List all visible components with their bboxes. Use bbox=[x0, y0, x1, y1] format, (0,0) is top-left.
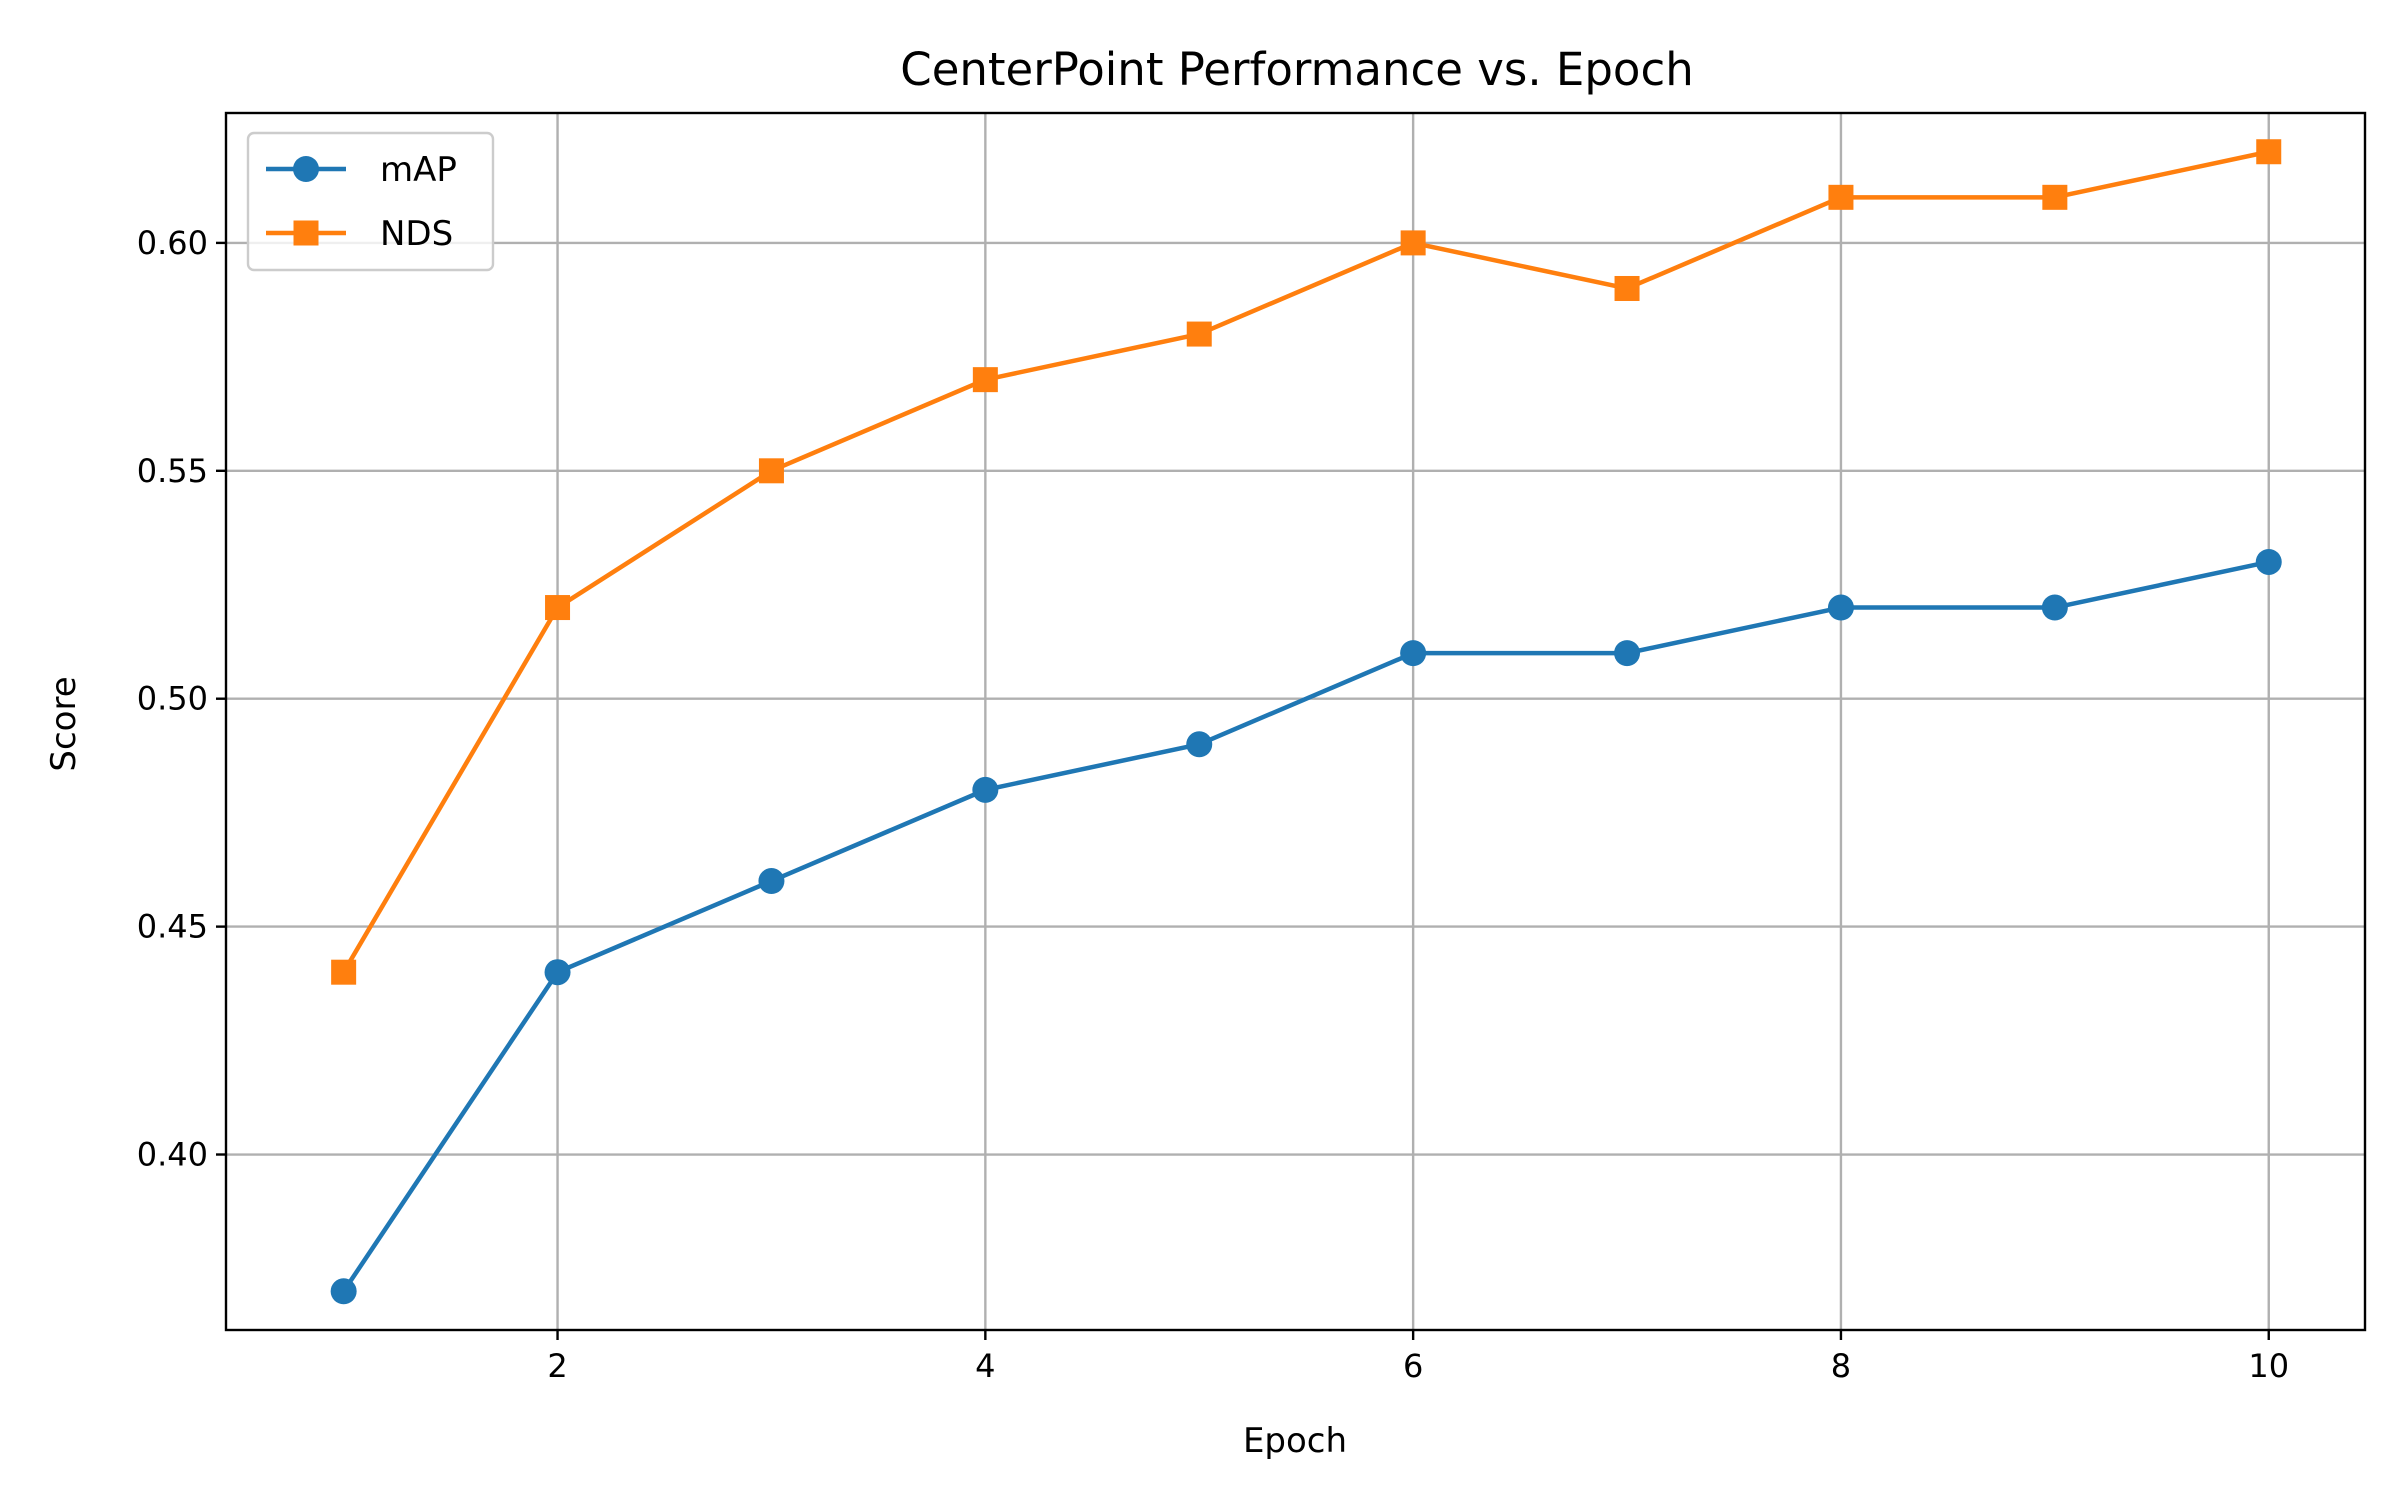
data-point-map bbox=[330, 1278, 357, 1305]
y-tick-label: 0.40 bbox=[137, 1136, 208, 1174]
data-point-map bbox=[758, 868, 785, 895]
y-tick-label: 0.45 bbox=[137, 908, 208, 946]
data-point-nds bbox=[1614, 275, 1640, 301]
data-point-map bbox=[1614, 640, 1641, 667]
y-axis-title: Score bbox=[44, 676, 84, 771]
y-tick-label: 0.50 bbox=[137, 680, 208, 718]
x-tick-label: 4 bbox=[975, 1347, 995, 1385]
data-point-map bbox=[1400, 640, 1427, 667]
legend-marker-square bbox=[293, 220, 319, 246]
data-point-nds bbox=[1186, 321, 1212, 347]
data-point-nds bbox=[2042, 184, 2068, 210]
data-point-nds bbox=[758, 458, 784, 484]
series-line-map bbox=[341, 559, 2270, 1293]
data-point-nds bbox=[1400, 230, 1426, 256]
y-tick-label: 0.55 bbox=[137, 452, 208, 490]
data-point-map bbox=[1186, 731, 1213, 758]
chart-title: CenterPoint Performance vs. Epoch bbox=[900, 43, 1693, 96]
data-point-map bbox=[972, 776, 999, 803]
legend-item-map: mAP bbox=[266, 150, 457, 190]
y-tick-label: 0.60 bbox=[137, 224, 208, 262]
data-point-map bbox=[2041, 594, 2068, 621]
x-axis-title: Epoch bbox=[1243, 1421, 1347, 1461]
series-layer bbox=[330, 139, 2282, 1305]
series-nds bbox=[331, 139, 2282, 985]
legend: mAP NDS bbox=[246, 131, 495, 272]
legend-label: mAP bbox=[380, 150, 457, 190]
data-point-nds bbox=[331, 959, 357, 985]
x-tick-label: 10 bbox=[2248, 1347, 2289, 1385]
data-point-nds bbox=[1828, 184, 1854, 210]
x-tick-label: 6 bbox=[1403, 1347, 1423, 1385]
legend-item-nds: NDS bbox=[266, 214, 453, 254]
data-point-nds bbox=[972, 367, 998, 393]
legend-label: NDS bbox=[380, 214, 453, 254]
data-point-map bbox=[1827, 594, 1854, 621]
axis-ticks: 2 4 6 8 10 0.40 0.45 0.50 0.55 0.60 bbox=[137, 224, 2289, 1385]
x-tick-label: 8 bbox=[1831, 1347, 1851, 1385]
data-point-map bbox=[544, 959, 571, 986]
x-tick-label: 2 bbox=[547, 1347, 567, 1385]
data-point-nds bbox=[2256, 139, 2282, 165]
series-line-nds bbox=[341, 149, 2270, 974]
data-point-nds bbox=[545, 595, 571, 621]
data-point-map bbox=[2255, 548, 2282, 575]
plot-frame bbox=[224, 111, 2367, 1332]
series-map bbox=[330, 548, 2282, 1305]
legend-marker-circle bbox=[293, 156, 319, 182]
grid-lines bbox=[226, 113, 2365, 1330]
